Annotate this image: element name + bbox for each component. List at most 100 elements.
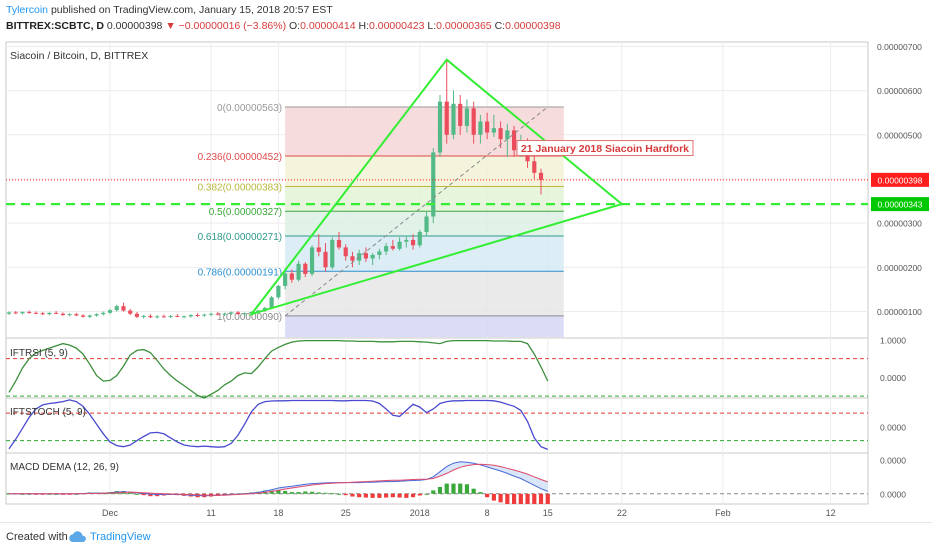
macd-histogram-bar — [478, 492, 483, 494]
macd-histogram-bar — [336, 493, 342, 495]
chart-canvas[interactable]: 0(0.00000563) 0.236(0.00000452) 0.382(0.00… — [0, 38, 932, 522]
candle-body — [478, 121, 483, 135]
candle-body — [188, 315, 193, 317]
fib-retracement[interactable]: 0(0.00000563) 0.236(0.00000452) 0.382(0.00… — [198, 103, 564, 338]
close-label: C: — [494, 20, 506, 32]
indicators — [6, 339, 868, 504]
candle-body — [155, 316, 160, 318]
candle-body — [20, 311, 25, 314]
annotation-box — [516, 140, 694, 157]
candle-body — [451, 103, 456, 135]
candle-body — [485, 121, 490, 133]
macd-histogram-bar — [464, 484, 470, 494]
symbol-label: BITTREX:SCBTC, D — [6, 20, 104, 32]
candle-body — [511, 130, 517, 151]
fib-zone — [285, 271, 564, 316]
candle-body — [404, 239, 409, 242]
candle-body — [175, 315, 180, 317]
time-tick-label: 2018 — [410, 508, 430, 518]
price-tick-label: 0.00000100 — [877, 307, 922, 317]
macd-histogram-bar — [296, 492, 301, 494]
annotation-text: 21 January 2018 Siacoin Hardfork — [521, 143, 689, 155]
footer-bar: Created with TradingView — [0, 522, 932, 551]
candle-body — [276, 285, 281, 298]
candle-body — [471, 108, 476, 135]
indicator-tick-label: 0.0000 — [880, 373, 906, 383]
candle-body — [195, 315, 200, 317]
macd-histogram-bar — [276, 489, 281, 494]
author-link[interactable]: Tylercoin — [6, 4, 49, 16]
candle-body — [134, 313, 140, 317]
candle-body — [370, 254, 375, 259]
macd-histogram-bar — [390, 493, 395, 498]
candle-body — [377, 251, 382, 255]
macd-signal-fill — [9, 461, 548, 496]
fib-zone — [285, 211, 564, 236]
candle-body — [424, 216, 429, 232]
time-tick-label: 18 — [273, 508, 283, 518]
time-tick-label: 8 — [485, 508, 490, 518]
high-label: H: — [358, 20, 370, 32]
open-value: 0.00000414 — [300, 20, 356, 32]
current-price-tag-label: 0.00000398 — [878, 175, 923, 185]
candle-body — [128, 310, 133, 314]
fib-level-label: 0(0.00000563) — [217, 103, 282, 114]
macd-histogram-bar — [303, 491, 308, 494]
time-tick-label: 25 — [341, 508, 351, 518]
macd-histogram-bar — [471, 488, 476, 494]
close-value: 0.00000398 — [505, 20, 561, 32]
fib-level-label: 0.786(0.00000191) — [198, 267, 283, 278]
iftstoch-line — [8, 399, 549, 451]
macd-histogram-bar — [309, 491, 315, 494]
macd-title: MACD DEMA (12, 26, 9) — [10, 462, 119, 473]
time-tick-label: 11 — [206, 508, 215, 518]
price-tick-label: 0.00000600 — [877, 86, 922, 96]
candle-body — [148, 315, 153, 318]
candle-body — [532, 161, 537, 173]
candle-body — [54, 312, 59, 314]
time-tick-label: 15 — [543, 508, 553, 518]
price-tick-label: 0.00000200 — [877, 263, 922, 273]
macd-histogram-bar — [377, 493, 382, 498]
candle-body — [67, 314, 72, 316]
candle-body — [336, 239, 342, 248]
tradingview-link[interactable]: TradingView — [90, 531, 151, 543]
level-price-tag-label: 0.00000343 — [878, 200, 923, 210]
fib-level-label: 0.382(0.00000383) — [198, 182, 283, 193]
candle-body — [80, 315, 86, 317]
candle-body — [390, 246, 395, 249]
candle-body — [235, 312, 241, 315]
candle-body — [27, 311, 32, 313]
publish-line: Tylercoin published on TradingView.com, … — [6, 4, 333, 16]
candle-body — [47, 312, 52, 315]
pane-frame — [5, 337, 869, 399]
signal-line — [9, 463, 548, 496]
macd-histogram-bar — [451, 483, 456, 494]
macd-histogram-bar — [289, 492, 294, 494]
candle-body — [202, 314, 207, 316]
macd-histogram-bar — [444, 483, 449, 494]
candle-body — [431, 152, 436, 217]
candle-body — [410, 239, 416, 246]
macd-histogram-bar — [525, 493, 530, 504]
macd-histogram-bar — [357, 493, 362, 498]
candle-body — [538, 172, 544, 180]
candle-body — [161, 316, 166, 318]
iftstoch-title: IFTSTOCH (5, 9) — [10, 407, 86, 418]
candle-body — [296, 263, 301, 280]
level-price-tag — [871, 197, 929, 212]
price-change: −0.00000016 (−3.86%) — [178, 20, 287, 32]
macd-histogram-bar — [148, 493, 153, 497]
macd-histogram-bar — [141, 493, 146, 496]
candle-body — [229, 312, 234, 314]
macd-histogram-bar — [323, 492, 328, 494]
main-chart-title: Siacoin / Bitcoin, D, BITTREX — [10, 50, 148, 62]
candle-body — [33, 312, 39, 314]
axes: 0.000001000.000002000.000003000.00000400… — [102, 42, 929, 518]
fib-zone — [285, 155, 564, 187]
macd-histogram-bar — [404, 493, 409, 498]
low-label: L: — [427, 20, 437, 32]
price-tick-label: 0.00000700 — [877, 42, 922, 52]
drawings[interactable]: 21 January 2018 Siacoin Hardfork — [6, 58, 868, 317]
macd-histogram-bar — [458, 483, 463, 494]
